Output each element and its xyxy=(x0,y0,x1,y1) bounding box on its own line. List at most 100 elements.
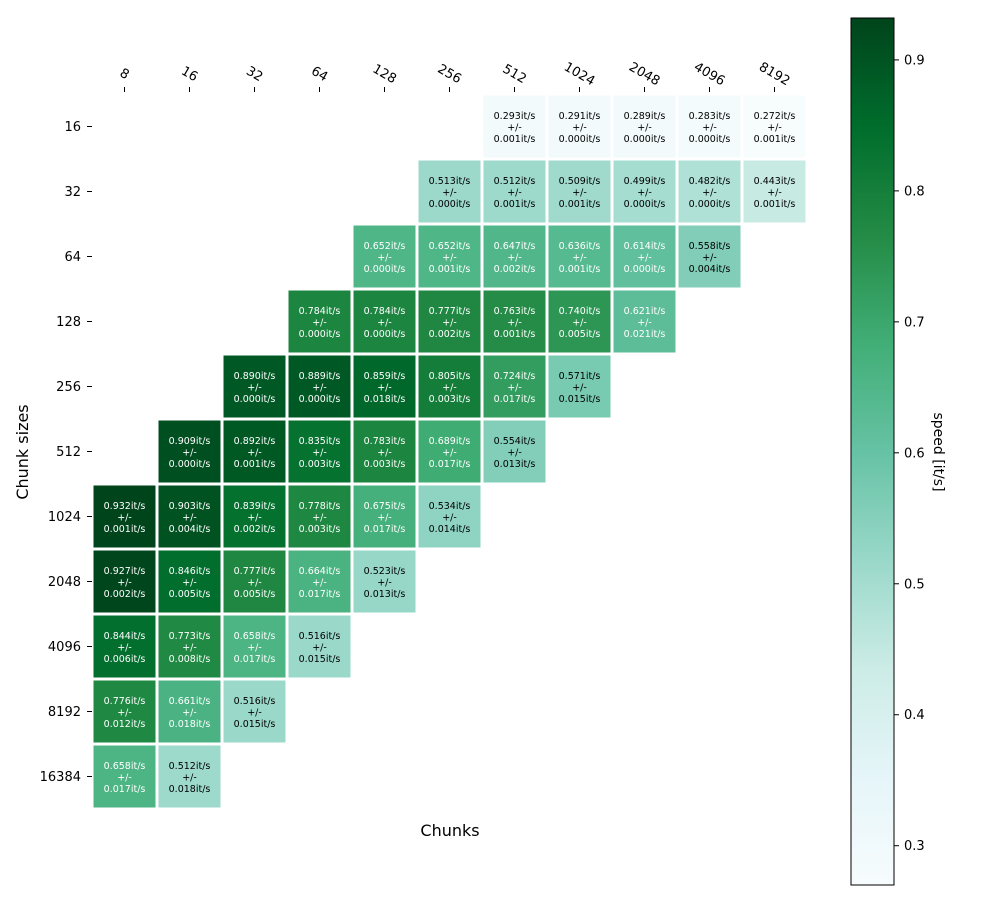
cell-value-label: 0.291it/s xyxy=(559,111,601,122)
cell-fill xyxy=(288,615,351,678)
heatmap-cell: 0.658it/s+/-0.017it/s xyxy=(93,745,156,808)
cell-value-label: 0.689it/s xyxy=(429,436,471,447)
cell-value-label: 0.724it/s xyxy=(494,371,536,382)
cell-fill xyxy=(93,745,156,808)
cell-error-label: 0.004it/s xyxy=(169,524,211,535)
cell-value-label: 0.777it/s xyxy=(234,566,276,577)
heatmap-cell: 0.482it/s+/-0.000it/s xyxy=(678,160,741,223)
y-tick-label: 64 xyxy=(64,250,81,265)
cell-error-label: 0.015it/s xyxy=(559,394,601,405)
cell-pm-label: +/- xyxy=(442,513,457,524)
heatmap-cell: 0.558it/s+/-0.004it/s xyxy=(678,225,741,288)
cell-value-label: 0.516it/s xyxy=(299,631,341,642)
y-tick-label: 4096 xyxy=(48,640,81,655)
cell-value-label: 0.835it/s xyxy=(299,436,341,447)
cell-error-label: 0.002it/s xyxy=(234,524,276,535)
cell-error-label: 0.001it/s xyxy=(754,134,796,145)
cell-value-label: 0.892it/s xyxy=(234,436,276,447)
heatmap-cell: 0.909it/s+/-0.000it/s xyxy=(158,420,221,483)
cell-value-label: 0.558it/s xyxy=(689,241,731,252)
heatmap-cell: 0.844it/s+/-0.006it/s xyxy=(93,615,156,678)
cell-pm-label: +/- xyxy=(507,253,522,264)
cell-pm-label: +/- xyxy=(507,318,522,329)
colorbar-tick-label: 0.9 xyxy=(904,53,925,68)
heatmap-cell: 0.636it/s+/-0.001it/s xyxy=(548,225,611,288)
cell-fill xyxy=(548,225,611,288)
cell-error-label: 0.018it/s xyxy=(169,784,211,795)
cell-fill xyxy=(93,550,156,613)
cell-fill xyxy=(353,225,416,288)
cell-value-label: 0.636it/s xyxy=(559,241,601,252)
cell-pm-label: +/- xyxy=(637,253,652,264)
cell-error-label: 0.013it/s xyxy=(494,459,536,470)
cell-value-label: 0.839it/s xyxy=(234,501,276,512)
heatmap-cell: 0.523it/s+/-0.013it/s xyxy=(353,550,416,613)
x-tick-label: 256 xyxy=(435,62,464,87)
heatmap-cell: 0.890it/s+/-0.000it/s xyxy=(223,355,286,418)
cell-error-label: 0.017it/s xyxy=(299,589,341,600)
cell-pm-label: +/- xyxy=(377,448,392,459)
cell-error-label: 0.001it/s xyxy=(429,264,471,275)
cell-error-label: 0.018it/s xyxy=(169,719,211,730)
cell-pm-label: +/- xyxy=(767,188,782,199)
cell-error-label: 0.017it/s xyxy=(104,784,146,795)
cell-error-label: 0.000it/s xyxy=(559,134,601,145)
colorbar-label: speed [it/s] xyxy=(930,412,946,491)
x-tick-label: 16 xyxy=(178,64,200,85)
cell-pm-label: +/- xyxy=(507,383,522,394)
cell-pm-label: +/- xyxy=(442,383,457,394)
y-axis-label: Chunk sizes xyxy=(13,404,32,499)
cell-pm-label: +/- xyxy=(637,188,652,199)
heatmap-cell: 0.932it/s+/-0.001it/s xyxy=(93,485,156,548)
cell-error-label: 0.006it/s xyxy=(104,654,146,665)
cell-value-label: 0.482it/s xyxy=(689,176,731,187)
heatmap-cell: 0.777it/s+/-0.002it/s xyxy=(418,290,481,353)
cell-error-label: 0.008it/s xyxy=(169,654,211,665)
cell-pm-label: +/- xyxy=(182,448,197,459)
heatmap-cell: 0.805it/s+/-0.003it/s xyxy=(418,355,481,418)
heatmap-cell: 0.777it/s+/-0.005it/s xyxy=(223,550,286,613)
heatmap-cell: 0.293it/s+/-0.001it/s xyxy=(483,95,546,158)
cell-pm-label: +/- xyxy=(377,513,392,524)
cell-value-label: 0.664it/s xyxy=(299,566,341,577)
cell-fill xyxy=(678,225,741,288)
cell-fill xyxy=(288,290,351,353)
cell-value-label: 0.272it/s xyxy=(754,111,796,122)
heatmap-cell: 0.689it/s+/-0.017it/s xyxy=(418,420,481,483)
cell-error-label: 0.017it/s xyxy=(234,654,276,665)
cell-fill xyxy=(223,680,286,743)
cell-value-label: 0.675it/s xyxy=(364,501,406,512)
heatmap-cell: 0.892it/s+/-0.001it/s xyxy=(223,420,286,483)
cell-error-label: 0.005it/s xyxy=(559,329,601,340)
cell-pm-label: +/- xyxy=(312,643,327,654)
cell-error-label: 0.000it/s xyxy=(624,134,666,145)
cell-error-label: 0.000it/s xyxy=(689,134,731,145)
cell-error-label: 0.003it/s xyxy=(299,524,341,535)
cell-fill xyxy=(613,290,676,353)
y-tick-label: 32 xyxy=(64,185,81,200)
cell-pm-label: +/- xyxy=(117,513,132,524)
heatmap-cell: 0.835it/s+/-0.003it/s xyxy=(288,420,351,483)
cell-error-label: 0.001it/s xyxy=(754,199,796,210)
cell-pm-label: +/- xyxy=(182,643,197,654)
cell-pm-label: +/- xyxy=(312,578,327,589)
cell-fill xyxy=(223,485,286,548)
y-tick-label: 256 xyxy=(56,380,81,395)
cell-pm-label: +/- xyxy=(507,123,522,134)
cell-error-label: 0.001it/s xyxy=(494,329,536,340)
cell-error-label: 0.005it/s xyxy=(234,589,276,600)
cell-pm-label: +/- xyxy=(247,578,262,589)
cell-error-label: 0.017it/s xyxy=(364,524,406,535)
heatmap-cell: 0.272it/s+/-0.001it/s xyxy=(743,95,806,158)
cell-value-label: 0.846it/s xyxy=(169,566,211,577)
cell-pm-label: +/- xyxy=(247,383,262,394)
cell-error-label: 0.003it/s xyxy=(364,459,406,470)
heatmap-cell: 0.647it/s+/-0.002it/s xyxy=(483,225,546,288)
heatmap-cells: 0.293it/s+/-0.001it/s 0.291it/s +/- 0.000it… xyxy=(93,95,806,808)
cell-fill xyxy=(288,550,351,613)
cell-error-label: 0.001it/s xyxy=(559,264,601,275)
cell-fill xyxy=(418,160,481,223)
cell-value-label: 0.652it/s xyxy=(429,241,471,252)
cell-value-label: 0.614it/s xyxy=(624,241,666,252)
cell-value-label: 0.784it/s xyxy=(364,306,406,317)
